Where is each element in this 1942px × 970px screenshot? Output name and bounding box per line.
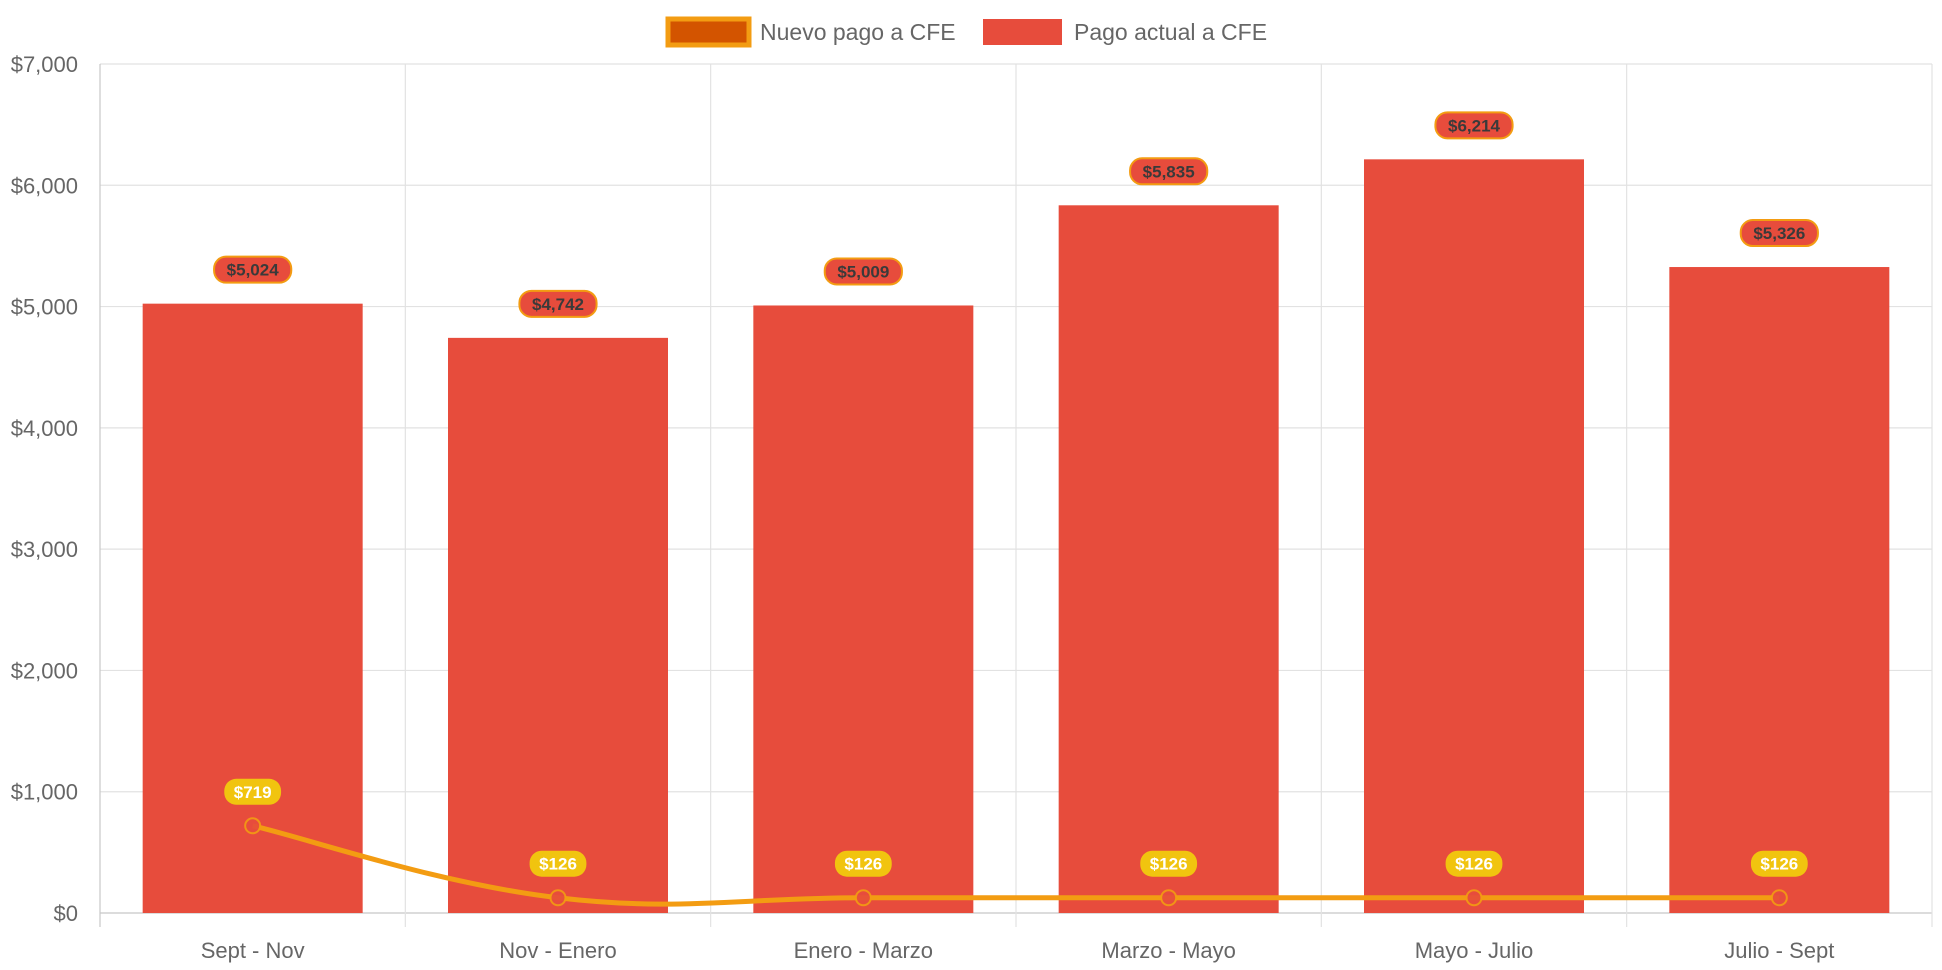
x-tick-label: Julio - Sept [1724, 938, 1834, 963]
legend-item-nuevo-pago[interactable]: Nuevo pago a CFE [665, 16, 956, 48]
y-tick-label: $7,000 [11, 52, 78, 77]
y-tick-label: $3,000 [11, 537, 78, 562]
bar-data-label-text: $4,742 [532, 295, 584, 314]
bar-data-label-bg [518, 289, 598, 318]
bar-data-label: $5,009 [823, 257, 903, 286]
bar-data-label-bg [823, 257, 903, 286]
series-line [252, 823, 1780, 907]
bar-data-label-text: $5,024 [227, 261, 280, 280]
line-data-label-bg [1140, 850, 1198, 877]
bar-data-label-bg [213, 255, 293, 284]
bar[interactable] [448, 337, 668, 913]
x-tick-label: Enero - Marzo [794, 938, 933, 963]
bar[interactable] [1669, 267, 1890, 913]
line-point[interactable] [854, 889, 872, 907]
bar-data-label: $4,742 [518, 289, 598, 318]
y-tick-label: $2,000 [11, 658, 78, 683]
bar-data-label: $5,024 [213, 255, 293, 284]
bar[interactable] [1364, 159, 1584, 913]
legend-swatch-pago-actual [983, 19, 1062, 45]
line-data-label-text: $126 [539, 855, 577, 874]
bar-series [142, 159, 1890, 913]
line-data-label: $126 [1140, 850, 1198, 877]
line-point[interactable] [244, 817, 262, 835]
line-data-label-bg [1750, 850, 1808, 877]
bar-data-label-bg [1129, 157, 1209, 186]
x-axis: Sept - Nov Nov - Enero Enero - Marzo Marzo … [201, 938, 1835, 963]
bar-data-label: $5,326 [1739, 219, 1819, 248]
grid [99, 63, 1933, 927]
bar-data-label-text: $5,326 [1753, 224, 1805, 243]
bar-data-label-bg [1434, 111, 1514, 140]
line-data-label-bg [834, 850, 892, 877]
bar[interactable] [1058, 205, 1279, 913]
y-axis: $0 $1,000 $2,000 $3,000 $4,000 $5,000 $6,000 $7… [11, 52, 78, 926]
bar-data-label: $5,835 [1129, 157, 1209, 186]
legend-label-nuevo-pago: Nuevo pago a CFE [760, 19, 956, 45]
line-data-label: $126 [834, 850, 892, 877]
line-data-label-text: $126 [1150, 855, 1188, 874]
x-tick-label: Mayo - Julio [1415, 938, 1534, 963]
bar[interactable] [753, 305, 974, 913]
line-data-label: $719 [224, 778, 282, 805]
y-tick-label: $0 [54, 901, 78, 926]
line-data-label-bg [224, 778, 282, 805]
y-tick-label: $4,000 [11, 416, 78, 441]
legend-item-pago-actual[interactable]: Pago actual a CFE [983, 19, 1267, 45]
line-data-label-text: $126 [1455, 855, 1493, 874]
legend: Nuevo pago a CFE Pago actual a CFE [665, 16, 1267, 48]
line-point[interactable] [1770, 889, 1788, 907]
line-data-labels: $719 $126 $126 $126 $126 $126 [224, 778, 1808, 877]
bar-data-label-bg [1739, 219, 1819, 248]
line-data-label-text: $719 [234, 783, 272, 802]
y-tick-label: $6,000 [11, 173, 78, 198]
bar-data-label: $6,214 [1434, 111, 1514, 140]
line-data-label-text: $126 [1760, 855, 1798, 874]
line-data-label-bg [1445, 850, 1503, 877]
bar-data-label-text: $5,835 [1143, 162, 1195, 181]
bar-data-label-text: $6,214 [1448, 116, 1501, 135]
line-point[interactable] [1160, 889, 1178, 907]
line-series [244, 817, 1788, 907]
legend-swatch-nuevo-pago [665, 16, 752, 48]
line-data-label: $126 [529, 850, 587, 877]
x-tick-label: Marzo - Mayo [1101, 938, 1235, 963]
y-tick-label: $5,000 [11, 295, 78, 320]
bar-data-labels: $5,024 $4,742 $5,009 $5,835 $6,214 $5,326 [213, 111, 1819, 318]
x-tick-label: Nov - Enero [499, 938, 616, 963]
line-data-label: $126 [1750, 850, 1808, 877]
line-data-label-bg [529, 850, 587, 877]
x-tick-label: Sept - Nov [201, 938, 305, 963]
bar-data-label-text: $5,009 [837, 262, 889, 281]
line-data-label: $126 [1445, 850, 1503, 877]
line-point[interactable] [1465, 889, 1483, 907]
bar[interactable] [142, 303, 363, 913]
line-data-label-text: $126 [844, 855, 882, 874]
legend-label-pago-actual: Pago actual a CFE [1074, 19, 1267, 45]
line-point[interactable] [549, 889, 567, 907]
y-tick-label: $1,000 [11, 780, 78, 805]
